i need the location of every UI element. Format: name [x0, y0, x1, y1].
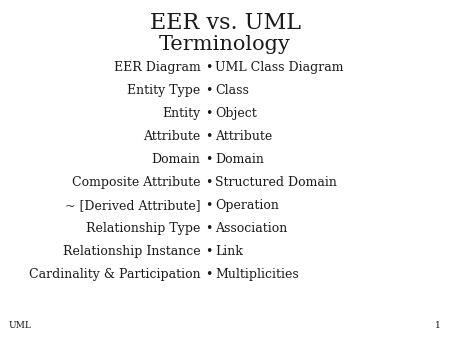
Text: •: •: [206, 107, 213, 120]
Text: •: •: [206, 176, 213, 189]
Text: Entity Type: Entity Type: [127, 84, 200, 97]
Text: EER vs. UML: EER vs. UML: [149, 12, 301, 34]
Text: Attribute: Attribute: [143, 130, 200, 143]
Text: Link: Link: [215, 245, 243, 258]
Text: UML: UML: [9, 320, 32, 330]
Text: •: •: [206, 245, 213, 258]
Text: Cardinality & Participation: Cardinality & Participation: [29, 268, 200, 281]
Text: Object: Object: [215, 107, 257, 120]
Text: •: •: [206, 222, 213, 235]
Text: Relationship Instance: Relationship Instance: [63, 245, 200, 258]
Text: •: •: [206, 61, 213, 74]
Text: Multiplicities: Multiplicities: [215, 268, 299, 281]
Text: EER Diagram: EER Diagram: [113, 61, 200, 74]
Text: Association: Association: [215, 222, 288, 235]
Text: ~ [Derived Attribute]: ~ [Derived Attribute]: [65, 199, 200, 212]
Text: Terminology: Terminology: [159, 35, 291, 54]
Text: Attribute: Attribute: [215, 130, 272, 143]
Text: •: •: [206, 268, 213, 281]
Text: UML Class Diagram: UML Class Diagram: [215, 61, 344, 74]
Text: •: •: [206, 153, 213, 166]
Text: •: •: [206, 130, 213, 143]
Text: •: •: [206, 84, 213, 97]
Text: Relationship Type: Relationship Type: [86, 222, 200, 235]
Text: 1: 1: [435, 320, 441, 330]
Text: Structured Domain: Structured Domain: [215, 176, 337, 189]
Text: Domain: Domain: [215, 153, 264, 166]
Text: Composite Attribute: Composite Attribute: [72, 176, 200, 189]
Text: Class: Class: [215, 84, 249, 97]
Text: •: •: [206, 199, 213, 212]
Text: Domain: Domain: [151, 153, 200, 166]
Text: Entity: Entity: [162, 107, 200, 120]
Text: Operation: Operation: [215, 199, 279, 212]
